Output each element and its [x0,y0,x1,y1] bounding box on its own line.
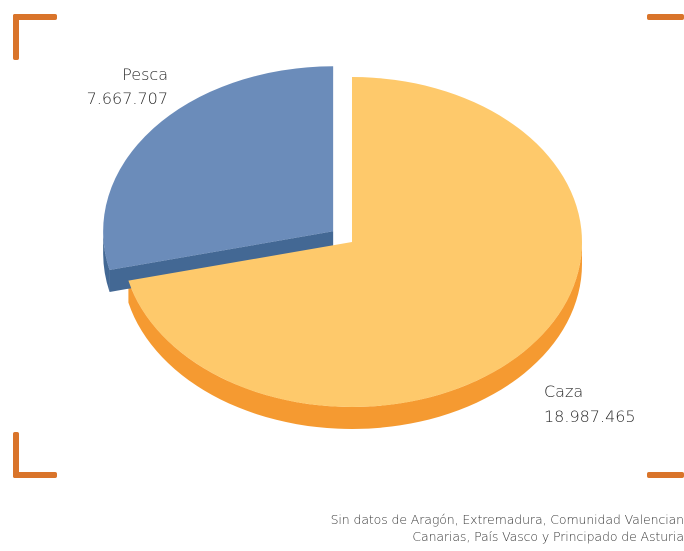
pie-tops [103,66,582,407]
slice-caza [128,77,582,407]
corner-top-left-vertical [13,14,19,60]
footnote-line-1: Sin datos de Aragón, Extremadura, Comuni… [330,512,684,527]
corner-top-right-horizontal [647,14,684,20]
slice-pesca [103,66,334,270]
footnote: Sin datos de Aragón, Extremadura, Comuni… [0,511,684,545]
slice-side-pesca [103,231,110,292]
corner-top-left-horizontal [13,14,57,20]
corner-bottom-left-horizontal [13,472,57,478]
data-label-name-caza: Caza [544,382,583,401]
data-label-value-caza: 18.987.465 [544,407,636,426]
corner-bottom-left-vertical [13,432,19,478]
corner-bottom-right-horizontal [647,472,684,478]
data-label-name-pesca: Pesca [122,65,168,84]
footnote-line-2: Canarias, País Vasco y Principado de Ast… [412,529,684,544]
data-label-value-pesca: 7.667.707 [87,89,168,108]
